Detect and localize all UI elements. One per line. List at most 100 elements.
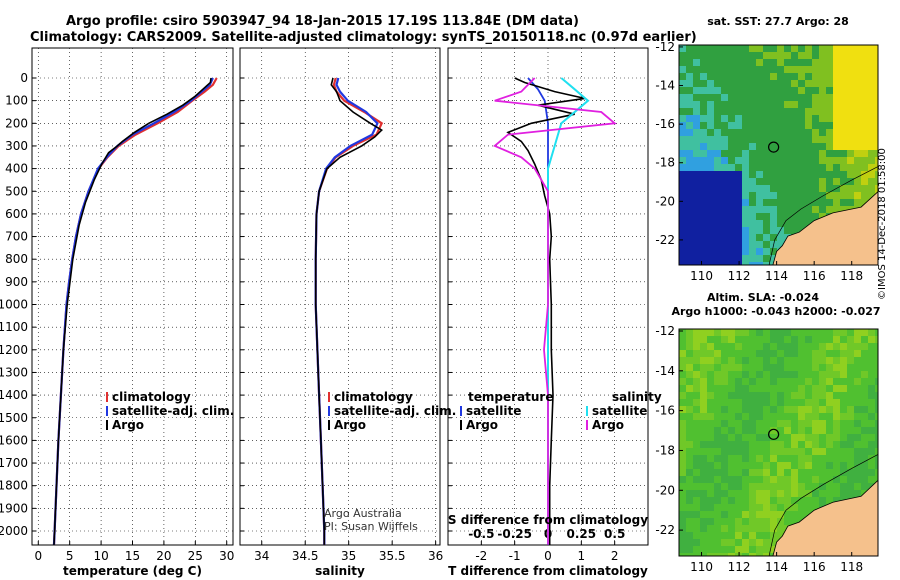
map-cell [784, 66, 791, 73]
map-cell [777, 73, 784, 80]
map-cell [700, 357, 707, 364]
map-cell [777, 504, 784, 511]
map-cell [700, 108, 707, 115]
map-cell [861, 192, 868, 199]
map-cell [875, 94, 878, 101]
map-cell [875, 73, 878, 80]
map-cell [868, 73, 875, 80]
map-cell [693, 427, 700, 434]
map-cell [728, 378, 735, 385]
map-cell [679, 350, 686, 357]
map-cell [868, 371, 875, 378]
map-cell [707, 378, 714, 385]
map-cell [770, 539, 777, 546]
map-cell [875, 129, 878, 136]
map-cell [693, 164, 700, 171]
map-cell [791, 150, 798, 157]
map-cell [700, 441, 707, 448]
map-cell [714, 357, 721, 364]
map-cell [679, 525, 686, 532]
map-cell [693, 357, 700, 364]
map-cell [777, 434, 784, 441]
map-cell [833, 101, 840, 108]
map-cell [798, 483, 805, 490]
map-cell [770, 462, 777, 469]
map-cell [847, 129, 854, 136]
map-cell [868, 66, 875, 73]
map-cell [840, 350, 847, 357]
map-cell [770, 178, 777, 185]
map-cell [749, 539, 756, 546]
map-cell [854, 357, 861, 364]
map-cell [735, 115, 742, 122]
map-cell [749, 532, 756, 539]
map-cell [756, 371, 763, 378]
map-cell [679, 511, 686, 518]
map-cell [714, 45, 721, 52]
map-cell [861, 129, 868, 136]
map-cell [756, 336, 763, 343]
map-cell [728, 504, 735, 511]
map-cell [721, 262, 728, 265]
map-cell [868, 150, 875, 157]
x-tick-label-1-15: 15 [125, 549, 140, 563]
map-cell [693, 553, 700, 556]
map-cell [714, 213, 721, 220]
map-cell [749, 255, 756, 262]
x-tick-label-2-35: 35 [341, 549, 356, 563]
map-cell [763, 420, 770, 427]
map-cell [714, 378, 721, 385]
map-cell [742, 553, 749, 556]
map-cell [742, 469, 749, 476]
map-cell [784, 490, 791, 497]
map-cell [686, 329, 693, 336]
map-cell [833, 343, 840, 350]
map-cell [721, 518, 728, 525]
map-cell [861, 455, 868, 462]
map-cell [714, 52, 721, 59]
map-cell [777, 399, 784, 406]
map-cell [791, 469, 798, 476]
y-tick-label-700: 700 [5, 230, 28, 244]
map-cell [854, 413, 861, 420]
map-cell [756, 66, 763, 73]
panel-frame-2 [239, 47, 441, 546]
map-cell [686, 518, 693, 525]
y-tick-label-0: 0 [20, 71, 28, 85]
map-cell [686, 336, 693, 343]
map-cell [812, 462, 819, 469]
map-cell [735, 192, 742, 199]
map-cell [847, 164, 854, 171]
map-cell [840, 136, 847, 143]
map-cell [840, 206, 847, 213]
map-cell [700, 378, 707, 385]
map-cell [847, 469, 854, 476]
map-cell [847, 427, 854, 434]
map-y-tick-label-1--20: -20 [655, 194, 675, 208]
map-cell [805, 108, 812, 115]
map-cell [756, 164, 763, 171]
map-cell [791, 406, 798, 413]
map-cell [763, 378, 770, 385]
map-cell [686, 136, 693, 143]
map-cell [770, 455, 777, 462]
map-cell [819, 199, 826, 206]
map-cell [742, 336, 749, 343]
map-cell [770, 192, 777, 199]
map-cell [861, 413, 868, 420]
map-cell [763, 164, 770, 171]
map-cell [784, 94, 791, 101]
map-cell [805, 364, 812, 371]
map-cell [833, 336, 840, 343]
map-cell [707, 392, 714, 399]
map-cell [770, 406, 777, 413]
map-cell [728, 336, 735, 343]
map-cell [693, 241, 700, 248]
map-cell [777, 357, 784, 364]
map-cell [812, 434, 819, 441]
map-cell [784, 80, 791, 87]
map-cell [749, 199, 756, 206]
map-cell [784, 420, 791, 427]
map-cell [742, 192, 749, 199]
